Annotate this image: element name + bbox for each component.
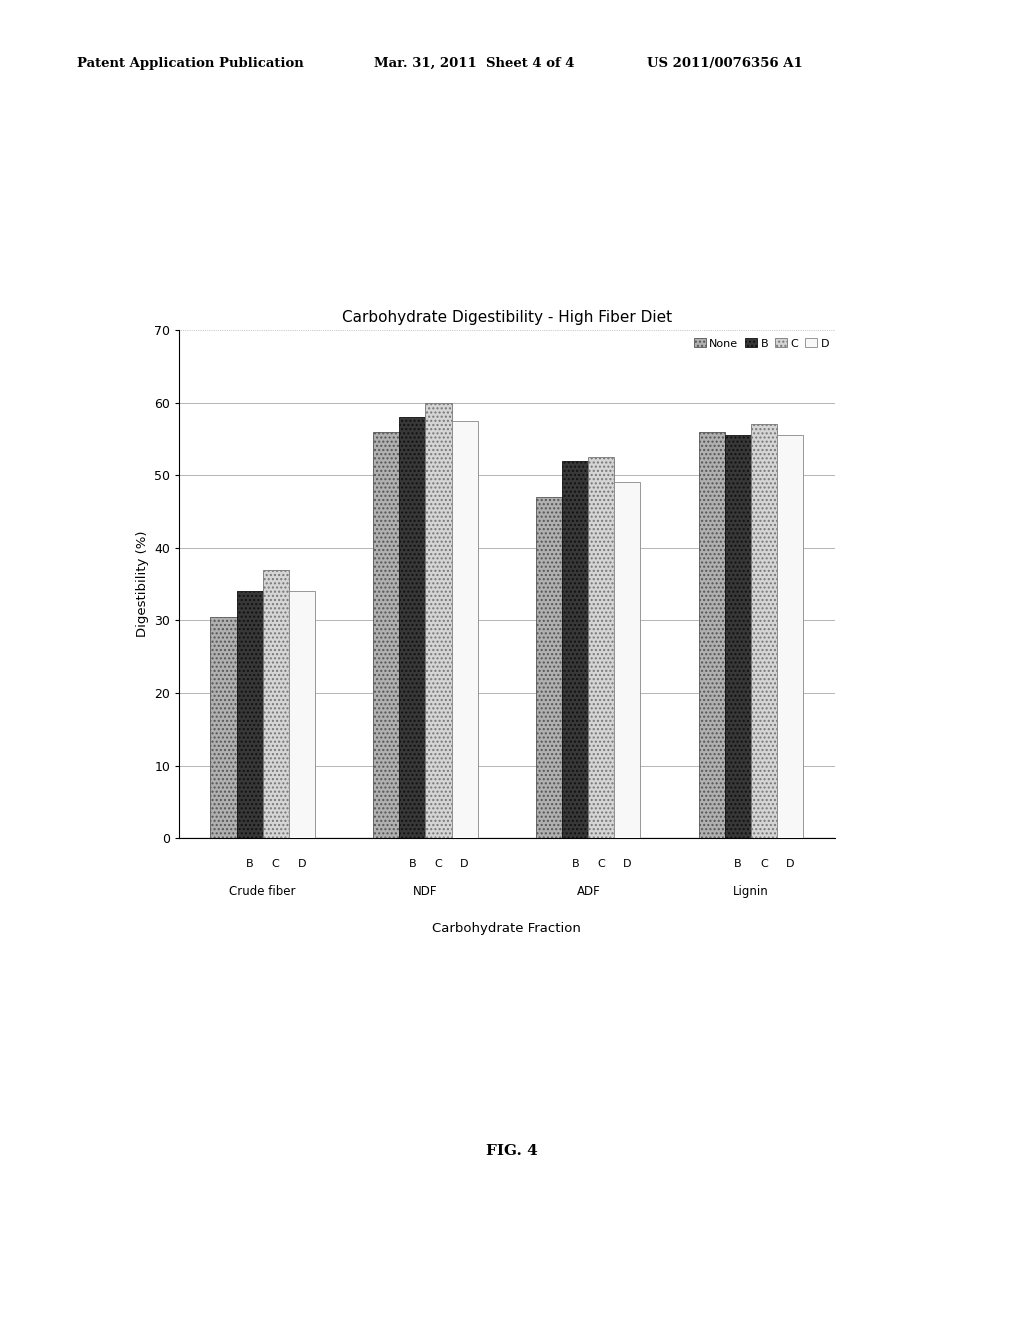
Text: Carbohydrate Fraction: Carbohydrate Fraction	[432, 921, 582, 935]
Text: D: D	[786, 858, 795, 869]
Bar	[589, 457, 614, 838]
Text: D: D	[624, 858, 632, 869]
Text: Lignin: Lignin	[733, 886, 769, 899]
Text: ADF: ADF	[577, 886, 600, 899]
Text: B: B	[246, 858, 253, 869]
Title: Carbohydrate Digestibility - High Fiber Diet: Carbohydrate Digestibility - High Fiber …	[342, 310, 672, 325]
Bar	[725, 436, 752, 838]
Text: C: C	[597, 858, 605, 869]
Bar	[562, 461, 589, 838]
Bar	[614, 483, 640, 838]
Text: D: D	[297, 858, 306, 869]
Bar	[262, 570, 289, 838]
Text: NDF: NDF	[414, 886, 437, 899]
Bar	[752, 425, 777, 838]
Bar	[699, 432, 725, 838]
Bar	[289, 591, 314, 838]
Text: C: C	[434, 858, 442, 869]
Bar	[374, 432, 399, 838]
Text: C: C	[761, 858, 768, 869]
Text: B: B	[571, 858, 580, 869]
Text: US 2011/0076356 A1: US 2011/0076356 A1	[647, 57, 803, 70]
Text: D: D	[460, 858, 469, 869]
Text: B: B	[734, 858, 742, 869]
Text: Patent Application Publication: Patent Application Publication	[77, 57, 303, 70]
Bar	[452, 421, 477, 838]
Bar	[425, 403, 452, 838]
Text: C: C	[271, 858, 280, 869]
Y-axis label: Digestibility (%): Digestibility (%)	[135, 531, 148, 638]
Text: Crude fiber: Crude fiber	[229, 886, 296, 899]
Bar	[211, 616, 237, 838]
Text: B: B	[409, 858, 416, 869]
Text: Mar. 31, 2011  Sheet 4 of 4: Mar. 31, 2011 Sheet 4 of 4	[374, 57, 574, 70]
Text: FIG. 4: FIG. 4	[486, 1144, 538, 1158]
Bar	[237, 591, 262, 838]
Bar	[399, 417, 425, 838]
Legend: None, B, C, D: None, B, C, D	[694, 338, 829, 348]
Bar	[777, 436, 803, 838]
Bar	[537, 498, 562, 838]
